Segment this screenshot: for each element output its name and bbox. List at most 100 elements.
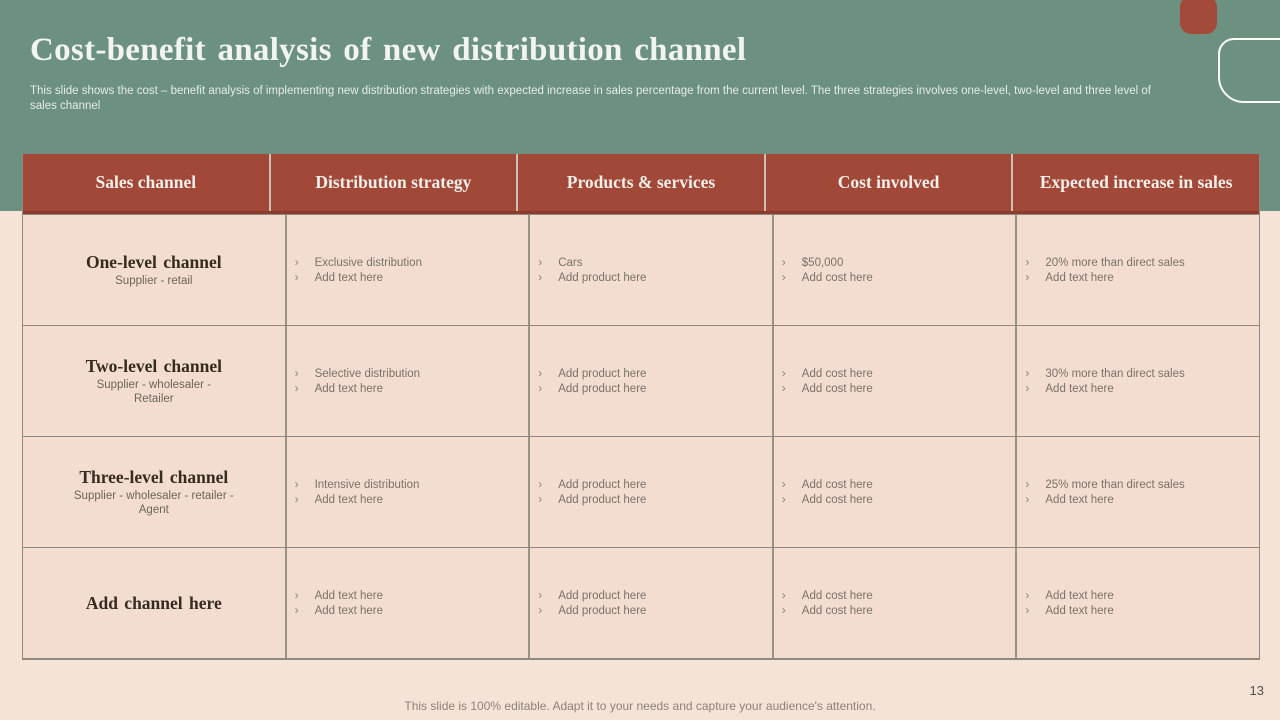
list-item-text: Add product here bbox=[558, 494, 647, 506]
editable-note: This slide is 100% editable. Adapt it to… bbox=[404, 699, 876, 713]
list-item-text: Add cost here bbox=[801, 272, 873, 284]
chevron-bullet-icon: › bbox=[294, 603, 299, 617]
chevron-bullet-icon: › bbox=[781, 603, 786, 617]
chevron-bullet-icon: › bbox=[294, 270, 299, 284]
chevron-bullet-icon: › bbox=[294, 492, 299, 506]
list-item-text: 30% more than direct sales bbox=[1045, 368, 1185, 380]
chevron-bullet-icon: › bbox=[1025, 477, 1030, 491]
channel-name: Two-level channel bbox=[85, 356, 222, 376]
list-item-text: Add text here bbox=[314, 494, 383, 506]
chevron-bullet-icon: › bbox=[538, 603, 543, 617]
chevron-bullet-icon: › bbox=[1025, 255, 1030, 269]
table-row: Two-level channel Supplier - wholesaler … bbox=[23, 325, 1259, 436]
chevron-bullet-icon: › bbox=[1025, 492, 1030, 506]
list-item-text: Add cost here bbox=[801, 368, 873, 380]
table-header-row: Sales channel Distribution strategy Prod… bbox=[23, 154, 1259, 214]
chevron-bullet-icon: › bbox=[538, 366, 543, 380]
channel-subtitle: Supplier - retail bbox=[115, 275, 193, 287]
cell-strategy: › Exclusive distribution › Add text here bbox=[284, 215, 529, 325]
list-item: › Add text here bbox=[287, 603, 529, 618]
cell-cost: › Add cost here › Add cost here bbox=[771, 548, 1016, 658]
chevron-bullet-icon: › bbox=[781, 270, 786, 284]
list-item-text: $50,000 bbox=[801, 257, 844, 269]
list-item-text: 25% more than direct sales bbox=[1045, 479, 1185, 491]
cell-channel: Three-level channel Supplier - wholesale… bbox=[23, 437, 285, 547]
list-item: › Add text here bbox=[1017, 588, 1259, 603]
chevron-bullet-icon: › bbox=[538, 270, 543, 284]
cell-products: › Add product here › Add product here bbox=[528, 326, 772, 436]
cell-increase: › 25% more than direct sales › Add text he… bbox=[1015, 437, 1259, 547]
cell-increase: › Add text here › Add text here bbox=[1015, 548, 1259, 658]
list-item: › Add product here bbox=[530, 477, 772, 492]
channel-subtitle: Supplier - wholesaler - Retailer bbox=[96, 379, 211, 405]
chevron-bullet-icon: › bbox=[294, 366, 299, 380]
list-item-text: Selective distribution bbox=[314, 368, 421, 380]
chevron-bullet-icon: › bbox=[1025, 588, 1030, 602]
list-item-text: Add text here bbox=[314, 605, 383, 617]
list-item-text: Add product here bbox=[558, 479, 647, 491]
list-item: › Cars bbox=[530, 255, 772, 270]
chevron-bullet-icon: › bbox=[781, 588, 786, 602]
chevron-bullet-icon: › bbox=[1025, 366, 1030, 380]
table-row: Three-level channel Supplier - wholesale… bbox=[23, 436, 1259, 547]
list-item-text: Add text here bbox=[1045, 590, 1114, 602]
list-item: › Add cost here bbox=[774, 477, 1016, 492]
list-item-text: Add text here bbox=[1045, 605, 1114, 617]
cell-cost: › Add cost here › Add cost here bbox=[771, 437, 1016, 547]
cell-channel: One-level channel Supplier - retail bbox=[23, 215, 285, 325]
list-item-text: Cars bbox=[558, 257, 583, 269]
list-item-text: Add cost here bbox=[801, 479, 873, 491]
list-item: › Add text here bbox=[1017, 492, 1259, 507]
cell-channel: Two-level channel Supplier - wholesaler … bbox=[23, 326, 285, 436]
channel-name: One-level channel bbox=[85, 252, 222, 272]
chevron-bullet-icon: › bbox=[294, 255, 299, 269]
list-item: › Add product here bbox=[530, 366, 772, 381]
chevron-bullet-icon: › bbox=[781, 381, 786, 395]
outline-rounded-shape bbox=[1218, 38, 1280, 103]
list-item: › Add text here bbox=[287, 492, 529, 507]
list-item: › Add product here bbox=[530, 492, 772, 507]
list-item-text: Add cost here bbox=[801, 494, 873, 506]
table-row: One-level channel Supplier - retail › Exc… bbox=[23, 214, 1259, 325]
list-item: › Add product here bbox=[530, 588, 772, 603]
list-item-text: Add product here bbox=[558, 383, 647, 395]
list-item-text: Add text here bbox=[1045, 272, 1114, 284]
list-item: › $50,000 bbox=[774, 255, 1016, 270]
list-item-text: Add product here bbox=[558, 272, 647, 284]
page-title: Cost-benefit analysis of new distributio… bbox=[30, 32, 747, 68]
column-header-distribution-strategy: Distribution strategy bbox=[268, 154, 517, 211]
chevron-bullet-icon: › bbox=[781, 255, 786, 269]
cell-cost: › $50,000 › Add cost here bbox=[771, 215, 1016, 325]
cell-products: › Add product here › Add product here bbox=[528, 437, 772, 547]
list-item-text: Add product here bbox=[558, 605, 647, 617]
cell-cost: › Add cost here › Add cost here bbox=[771, 326, 1016, 436]
list-item-text: Add text here bbox=[1045, 383, 1114, 395]
cell-strategy: › Intensive distribution › Add text here bbox=[284, 437, 529, 547]
list-item-text: Exclusive distribution bbox=[314, 257, 422, 269]
list-item-text: Add product here bbox=[558, 368, 647, 380]
list-item: › Add product here bbox=[530, 381, 772, 396]
list-item-text: Intensive distribution bbox=[314, 479, 420, 491]
chevron-bullet-icon: › bbox=[538, 588, 543, 602]
list-item: › Add cost here bbox=[774, 603, 1016, 618]
list-item-text: 20% more than direct sales bbox=[1045, 257, 1185, 269]
list-item-text: Add text here bbox=[314, 272, 383, 284]
list-item: › Add product here bbox=[530, 270, 772, 285]
list-item: › Add text here bbox=[1017, 603, 1259, 618]
list-item: › Intensive distribution bbox=[287, 477, 529, 492]
list-item: › Add cost here bbox=[774, 492, 1016, 507]
column-header-expected-increase: Expected increase in sales bbox=[1011, 154, 1259, 211]
chevron-bullet-icon: › bbox=[538, 255, 543, 269]
list-item-text: Add cost here bbox=[801, 605, 873, 617]
chevron-bullet-icon: › bbox=[294, 588, 299, 602]
channel-subtitle: Supplier - wholesaler - retailer - Agent bbox=[73, 490, 234, 516]
cell-increase: › 30% more than direct sales › Add text he… bbox=[1015, 326, 1259, 436]
table-row: Add channel here › Add text here › Add tex… bbox=[23, 547, 1259, 658]
cell-channel: Add channel here bbox=[23, 548, 285, 658]
list-item-text: Add product here bbox=[558, 590, 647, 602]
cell-strategy: › Selective distribution › Add text here bbox=[284, 326, 529, 436]
list-item: › Add text here bbox=[287, 588, 529, 603]
chevron-bullet-icon: › bbox=[538, 381, 543, 395]
list-item-text: Add cost here bbox=[801, 383, 873, 395]
